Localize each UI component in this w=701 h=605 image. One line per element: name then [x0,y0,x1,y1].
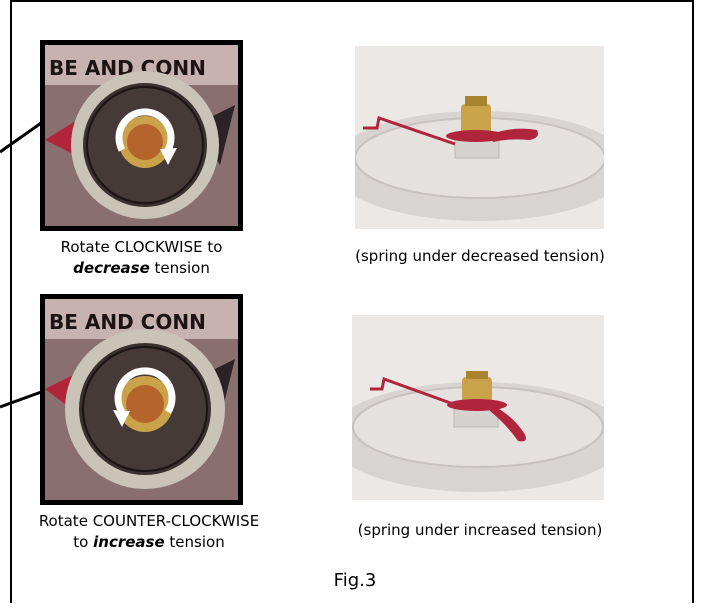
knob-caption-cc-emphasis: increase [93,533,165,551]
clockwise-arrow-icon [115,108,175,152]
knob-plate-text-2: BE AND CONN [49,310,206,334]
knob-caption-cc-tail: tension [169,533,225,551]
knob-caption-counter-clockwise: Rotate COUNTER-CLOCKWISE to increase ten… [4,511,294,553]
knob-caption-clockwise-line1: Rotate CLOCKWISE to [60,238,223,256]
leader-line-bottom [0,389,45,409]
spring-photo-increased [352,315,604,500]
counter-clockwise-arrow-icon [114,367,176,414]
knob-caption-cc-pre: to [73,533,89,551]
knob-caption-cc-line1: Rotate COUNTER-CLOCKWISE [38,512,260,530]
figure-frame-top [10,0,694,2]
spring-caption-increased: (spring under increased tension) [357,521,603,539]
knob-caption-clockwise: Rotate CLOCKWISE to decrease tension [40,237,243,279]
knob-caption-clockwise-tail: tension [154,259,210,277]
figure-frame [10,0,694,603]
leader-lines [0,119,45,409]
spring-caption-decreased: (spring under decreased tension) [355,247,605,265]
figure-label: Fig.3 [333,570,377,591]
leader-line-top [0,119,45,154]
knob-photo-clockwise: BE AND CONN [40,40,243,231]
spring-photo-decreased [355,46,604,229]
knob-caption-clockwise-emphasis: decrease [73,259,150,277]
knob-photo-counter-clockwise: BE AND CONN [40,294,243,505]
